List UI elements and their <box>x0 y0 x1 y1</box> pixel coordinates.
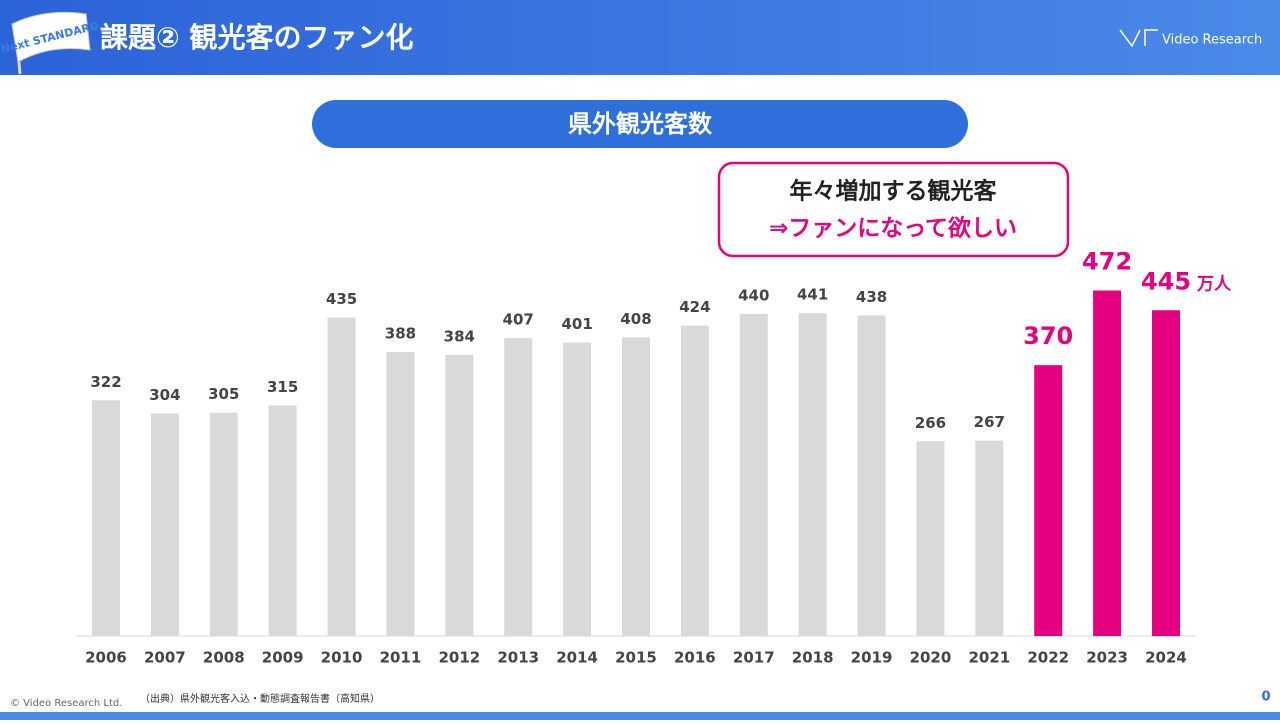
x-tick-label: 2016 <box>674 649 716 667</box>
bar <box>622 337 650 636</box>
data-label: 408 <box>620 310 651 328</box>
bar <box>209 412 238 636</box>
unit-label: 万人 <box>1196 274 1232 294</box>
data-label: 315 <box>267 378 298 396</box>
chart-title: 県外観光客数 <box>568 110 713 138</box>
data-label: 401 <box>561 315 592 333</box>
data-label: 441 <box>797 286 828 304</box>
callout-line: ⇒ファンになって欲しい <box>769 215 1017 242</box>
x-tick-label: 2019 <box>851 649 893 667</box>
chart-title-pill <box>312 100 968 148</box>
x-tick-label: 2018 <box>792 649 834 667</box>
x-tick-label: 2024 <box>1145 649 1187 667</box>
x-tick-label: 2012 <box>438 649 480 667</box>
callout-box <box>717 161 1070 258</box>
x-tick-label: 2009 <box>262 649 304 667</box>
bar <box>1152 310 1180 636</box>
bar <box>268 405 297 636</box>
bar <box>504 338 533 636</box>
data-label: 322 <box>90 373 121 391</box>
copyright: © Video Research Ltd. <box>10 698 122 709</box>
x-tick-label: 2017 <box>733 649 775 667</box>
data-label: 407 <box>503 311 534 329</box>
logo: Video Research <box>1119 29 1262 48</box>
data-label: 388 <box>385 324 416 342</box>
source: （出典）県外観光客入込・動態調査報告書（高知県） <box>140 692 380 705</box>
data-label: 440 <box>738 286 769 304</box>
page-title: 課題② 観光客のファン化 <box>100 21 413 54</box>
header-band <box>0 0 1280 75</box>
x-tick-label: 2020 <box>910 649 952 667</box>
bar <box>445 354 474 636</box>
x-tick-label: 2008 <box>203 649 245 667</box>
callout-line: 年々増加する観光客 <box>790 178 998 205</box>
x-tick-label: 2014 <box>556 649 598 667</box>
x-tick-label: 2023 <box>1086 649 1128 667</box>
x-tick-label: 2022 <box>1027 649 1069 667</box>
x-tick-label: 2011 <box>380 649 422 667</box>
data-label: 438 <box>856 288 887 306</box>
bar <box>798 313 827 636</box>
x-tick-label: 2021 <box>968 649 1010 667</box>
bar <box>680 325 709 636</box>
bar <box>92 400 120 636</box>
bar <box>150 413 179 636</box>
bar <box>386 351 415 636</box>
data-label: 424 <box>679 298 710 316</box>
x-tick-label: 2007 <box>144 649 186 667</box>
bar <box>857 315 886 636</box>
data-label: 305 <box>208 385 239 403</box>
data-label: 370 <box>1023 322 1073 350</box>
data-label: 435 <box>326 290 357 308</box>
x-tick-label: 2015 <box>615 649 657 667</box>
data-label: 267 <box>974 413 1005 431</box>
footer-band <box>0 712 1280 720</box>
x-tick-label: 2010 <box>321 649 363 667</box>
x-tick-label: 2013 <box>497 649 539 667</box>
bar <box>739 313 768 636</box>
bar <box>327 317 356 636</box>
data-label: 384 <box>444 327 475 345</box>
data-label: 266 <box>915 414 946 432</box>
bar <box>1093 290 1122 636</box>
bar <box>916 441 945 636</box>
page-number: 0 <box>1261 690 1270 705</box>
bar <box>1034 365 1063 636</box>
x-tick-label: 2006 <box>85 649 127 667</box>
data-label: 304 <box>149 386 180 404</box>
data-label: 472 <box>1082 247 1132 275</box>
bar <box>563 342 592 636</box>
bar <box>975 440 1004 636</box>
logo-text: Video Research <box>1162 33 1262 48</box>
data-label: 445 <box>1141 267 1191 295</box>
